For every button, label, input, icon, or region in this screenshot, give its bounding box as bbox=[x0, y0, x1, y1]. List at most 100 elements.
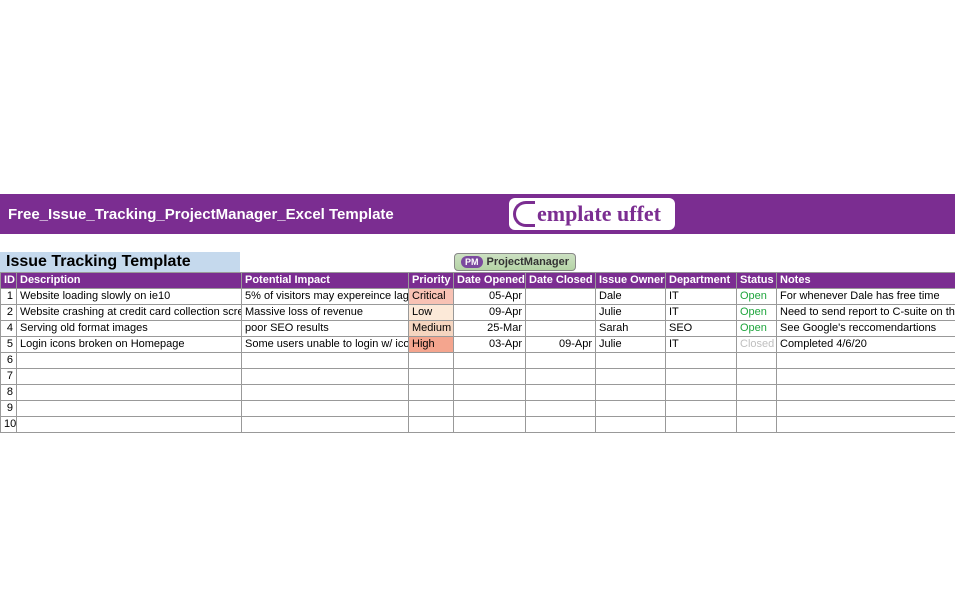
cell-department[interactable] bbox=[666, 353, 737, 369]
table-row[interactable]: 10 bbox=[1, 417, 955, 433]
cell-date-opened[interactable] bbox=[454, 401, 526, 417]
cell-date-closed[interactable]: 09-Apr bbox=[526, 337, 596, 353]
cell-date-closed[interactable] bbox=[526, 289, 596, 305]
cell-priority[interactable]: Low bbox=[409, 305, 454, 321]
cell-priority[interactable] bbox=[409, 385, 454, 401]
cell-owner[interactable]: Julie bbox=[596, 305, 666, 321]
cell-description[interactable]: Website crashing at credit card collecti… bbox=[17, 305, 242, 321]
cell-id[interactable]: 1 bbox=[1, 289, 17, 305]
cell-date-opened[interactable] bbox=[454, 417, 526, 433]
cell-priority[interactable]: High bbox=[409, 337, 454, 353]
issue-table: ID Description Potential Impact Priority… bbox=[0, 272, 955, 433]
cell-department[interactable] bbox=[666, 417, 737, 433]
cell-id[interactable]: 6 bbox=[1, 353, 17, 369]
cell-impact[interactable]: Massive loss of revenue bbox=[242, 305, 409, 321]
cell-date-closed[interactable] bbox=[526, 353, 596, 369]
cell-description[interactable]: Serving old format images bbox=[17, 321, 242, 337]
cell-id[interactable]: 8 bbox=[1, 385, 17, 401]
cell-priority[interactable] bbox=[409, 417, 454, 433]
cell-status[interactable]: Open bbox=[737, 321, 777, 337]
cell-status[interactable]: Open bbox=[737, 305, 777, 321]
cell-description[interactable] bbox=[17, 353, 242, 369]
cell-description[interactable] bbox=[17, 369, 242, 385]
cell-department[interactable] bbox=[666, 385, 737, 401]
table-row[interactable]: 7 bbox=[1, 369, 955, 385]
cell-department[interactable]: IT bbox=[666, 305, 737, 321]
cell-impact[interactable]: poor SEO results bbox=[242, 321, 409, 337]
cell-priority[interactable]: Critical bbox=[409, 289, 454, 305]
table-row[interactable]: 4Serving old format imagespoor SEO resul… bbox=[1, 321, 955, 337]
cell-date-opened[interactable] bbox=[454, 369, 526, 385]
table-row[interactable]: 9 bbox=[1, 401, 955, 417]
cell-notes[interactable]: See Google's reccomendartions bbox=[777, 321, 955, 337]
cell-description[interactable] bbox=[17, 385, 242, 401]
cell-date-closed[interactable] bbox=[526, 305, 596, 321]
table-row[interactable]: 1Website loading slowly on ie105% of vis… bbox=[1, 289, 955, 305]
cell-status[interactable] bbox=[737, 385, 777, 401]
cell-department[interactable]: IT bbox=[666, 337, 737, 353]
cell-id[interactable]: 7 bbox=[1, 369, 17, 385]
cell-department[interactable] bbox=[666, 401, 737, 417]
cell-impact[interactable] bbox=[242, 369, 409, 385]
table-row[interactable]: 2Website crashing at credit card collect… bbox=[1, 305, 955, 321]
cell-notes[interactable]: For whenever Dale has free time bbox=[777, 289, 955, 305]
cell-status[interactable] bbox=[737, 401, 777, 417]
cell-status[interactable] bbox=[737, 369, 777, 385]
cell-priority[interactable] bbox=[409, 401, 454, 417]
cell-description[interactable] bbox=[17, 401, 242, 417]
cell-notes[interactable] bbox=[777, 417, 955, 433]
cell-date-opened[interactable]: 25-Mar bbox=[454, 321, 526, 337]
cell-id[interactable]: 4 bbox=[1, 321, 17, 337]
cell-notes[interactable] bbox=[777, 369, 955, 385]
cell-date-opened[interactable]: 09-Apr bbox=[454, 305, 526, 321]
table-row[interactable]: 5Login icons broken on HomepageSome user… bbox=[1, 337, 955, 353]
cell-date-closed[interactable] bbox=[526, 321, 596, 337]
cell-department[interactable]: IT bbox=[666, 289, 737, 305]
cell-status[interactable] bbox=[737, 353, 777, 369]
cell-date-opened[interactable]: 05-Apr bbox=[454, 289, 526, 305]
table-row[interactable]: 6 bbox=[1, 353, 955, 369]
cell-date-closed[interactable] bbox=[526, 417, 596, 433]
cell-owner[interactable] bbox=[596, 353, 666, 369]
cell-notes[interactable] bbox=[777, 385, 955, 401]
cell-date-closed[interactable] bbox=[526, 369, 596, 385]
cell-id[interactable]: 2 bbox=[1, 305, 17, 321]
cell-impact[interactable] bbox=[242, 385, 409, 401]
cell-description[interactable]: Login icons broken on Homepage bbox=[17, 337, 242, 353]
cell-priority[interactable]: Medium bbox=[409, 321, 454, 337]
cell-date-opened[interactable] bbox=[454, 385, 526, 401]
cell-notes[interactable] bbox=[777, 401, 955, 417]
cell-id[interactable]: 9 bbox=[1, 401, 17, 417]
cell-status[interactable]: Open bbox=[737, 289, 777, 305]
cell-priority[interactable] bbox=[409, 369, 454, 385]
cell-impact[interactable]: Some users unable to login w/ icons bbox=[242, 337, 409, 353]
cell-impact[interactable] bbox=[242, 401, 409, 417]
cell-id[interactable]: 10 bbox=[1, 417, 17, 433]
cell-owner[interactable] bbox=[596, 369, 666, 385]
cell-date-closed[interactable] bbox=[526, 385, 596, 401]
cell-owner[interactable] bbox=[596, 401, 666, 417]
cell-owner[interactable] bbox=[596, 417, 666, 433]
cell-department[interactable] bbox=[666, 369, 737, 385]
cell-notes[interactable] bbox=[777, 353, 955, 369]
cell-date-opened[interactable]: 03-Apr bbox=[454, 337, 526, 353]
cell-priority[interactable] bbox=[409, 353, 454, 369]
cell-notes[interactable]: Completed 4/6/20 bbox=[777, 337, 955, 353]
cell-id[interactable]: 5 bbox=[1, 337, 17, 353]
cell-date-opened[interactable] bbox=[454, 353, 526, 369]
cell-status[interactable] bbox=[737, 417, 777, 433]
cell-owner[interactable]: Dale bbox=[596, 289, 666, 305]
cell-date-closed[interactable] bbox=[526, 401, 596, 417]
cell-department[interactable]: SEO bbox=[666, 321, 737, 337]
cell-description[interactable] bbox=[17, 417, 242, 433]
cell-impact[interactable]: 5% of visitors may expereince lag bbox=[242, 289, 409, 305]
cell-notes[interactable]: Need to send report to C-suite on this bbox=[777, 305, 955, 321]
cell-owner[interactable] bbox=[596, 385, 666, 401]
cell-owner[interactable]: Julie bbox=[596, 337, 666, 353]
cell-status[interactable]: Closed bbox=[737, 337, 777, 353]
cell-impact[interactable] bbox=[242, 417, 409, 433]
cell-impact[interactable] bbox=[242, 353, 409, 369]
table-row[interactable]: 8 bbox=[1, 385, 955, 401]
cell-owner[interactable]: Sarah bbox=[596, 321, 666, 337]
cell-description[interactable]: Website loading slowly on ie10 bbox=[17, 289, 242, 305]
